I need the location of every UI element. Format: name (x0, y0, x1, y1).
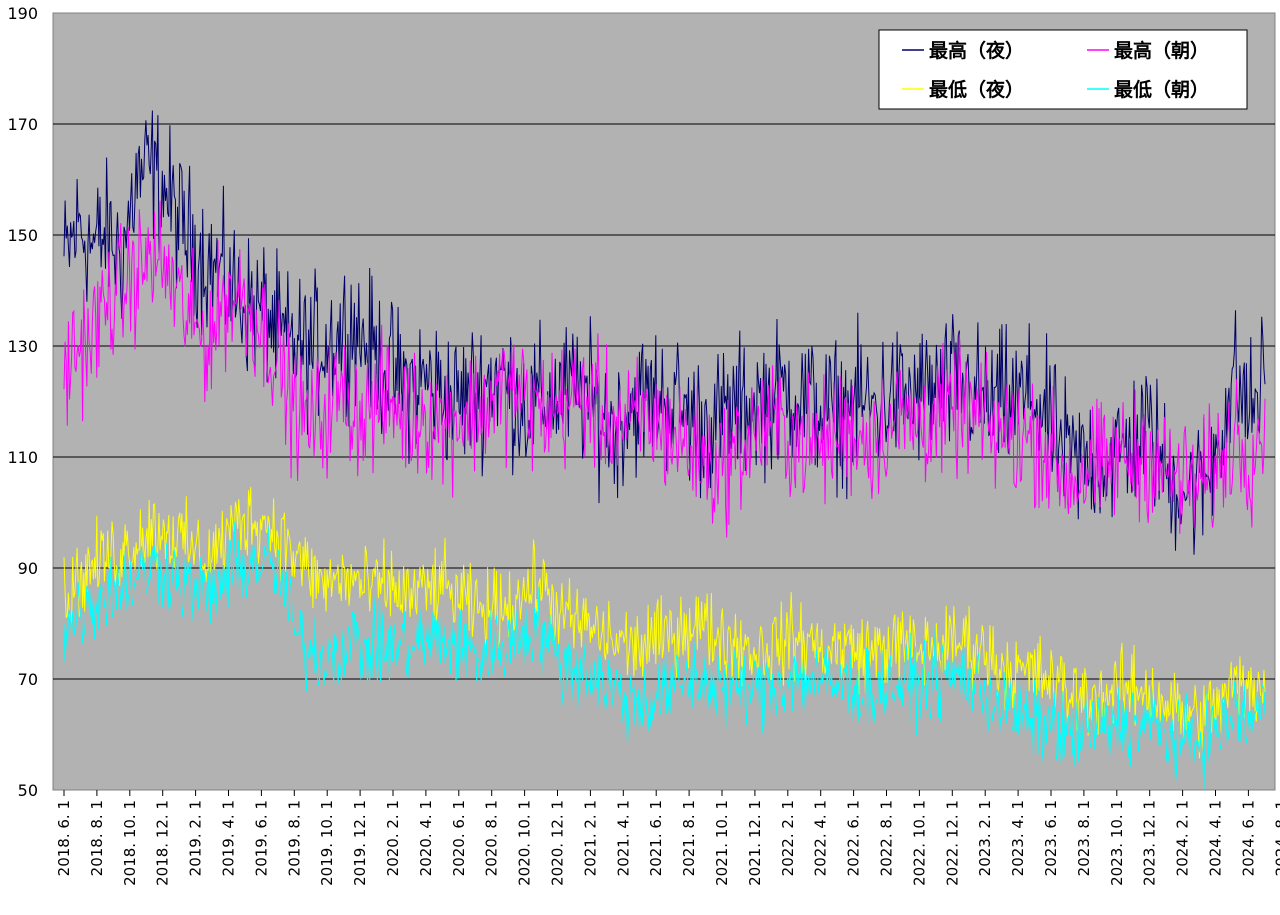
legend: 最高（夜） 最高（朝） 最低（夜） 最低（朝） (878, 29, 1248, 110)
x-tick-label: 2024. 8. 1 (1272, 800, 1280, 876)
legend-label: 最高（夜） (929, 39, 1024, 62)
x-tick-label: 2018. 8. 1 (88, 800, 106, 876)
x-tick-label: 2024. 4. 1 (1207, 800, 1225, 876)
y-tick-label: 130 (7, 337, 38, 356)
series-line (63, 486, 1266, 759)
x-tick-label: 2021. 12. 1 (746, 800, 764, 886)
x-tick-label: 2018. 6. 1 (55, 800, 73, 876)
x-tick-label: 2021. 10. 1 (713, 800, 731, 886)
x-tick-label: 2021. 8. 1 (680, 800, 698, 876)
x-tick-label: 2019. 2. 1 (187, 800, 205, 876)
x-tick-label: 2023. 8. 1 (1075, 800, 1093, 876)
x-tick-label: 2021. 6. 1 (647, 800, 665, 876)
x-tick-label: 2020. 4. 1 (417, 800, 435, 876)
x-tick-label: 2021. 4. 1 (614, 800, 632, 876)
x-tick-label: 2023. 4. 1 (1009, 800, 1027, 876)
series-line (63, 200, 1266, 538)
legend-box (878, 29, 1248, 110)
legend-label: 最低（朝） (1114, 78, 1209, 101)
series-lines (63, 110, 1266, 790)
x-axis: 2018. 6. 1 2018. 8. 1 2018. 10. 1 2018. 12.… (55, 790, 1280, 886)
x-tick-label: 2020. 6. 1 (450, 800, 468, 876)
series-line (63, 110, 1266, 555)
x-tick-label: 2022. 8. 1 (878, 800, 896, 876)
y-tick-label: 170 (7, 115, 38, 134)
x-tick-label: 2022. 4. 1 (812, 800, 830, 876)
legend-label: 最低（夜） (929, 78, 1024, 101)
x-tick-label: 2024. 6. 1 (1239, 800, 1257, 876)
x-tick-label: 2019. 4. 1 (220, 800, 238, 876)
x-tick-label: 2022. 2. 1 (779, 800, 797, 876)
x-tick-label: 2019. 8. 1 (285, 800, 303, 876)
x-tick-label: 2020. 12. 1 (549, 800, 567, 886)
x-tick-label: 2023. 6. 1 (1042, 800, 1060, 876)
x-tick-label: 2022. 6. 1 (845, 800, 863, 876)
y-tick-label: 70 (18, 670, 38, 689)
y-tick-label: 110 (7, 448, 38, 467)
x-tick-label: 2019. 10. 1 (318, 800, 336, 886)
x-tick-label: 2023. 10. 1 (1108, 800, 1126, 886)
x-tick-label: 2020. 10. 1 (516, 800, 534, 886)
x-tick-label: 2018. 10. 1 (121, 800, 139, 886)
x-tick-label: 2024. 2. 1 (1174, 800, 1192, 876)
x-tick-label: 2020. 8. 1 (483, 800, 501, 876)
x-tick-label: 2022. 12. 1 (943, 800, 961, 886)
legend-label: 最高（朝） (1114, 39, 1209, 62)
x-tick-label: 2020. 2. 1 (384, 800, 402, 876)
series-line (63, 521, 1266, 790)
y-tick-label: 190 (7, 4, 38, 23)
x-tick-label: 2023. 12. 1 (1141, 800, 1159, 886)
y-tick-label: 50 (18, 781, 38, 800)
x-tick-label: 2021. 2. 1 (581, 800, 599, 876)
x-tick-label: 2022. 10. 1 (910, 800, 928, 886)
x-tick-label: 2023. 2. 1 (976, 800, 994, 876)
x-tick-label: 2019. 12. 1 (351, 800, 369, 886)
x-tick-label: 2019. 6. 1 (252, 800, 270, 876)
y-tick-label: 150 (7, 226, 38, 245)
x-tick-label: 2018. 12. 1 (154, 800, 172, 886)
y-axis: 50 70 90 110 130 150 170 190 (7, 4, 38, 800)
y-tick-label: 90 (18, 559, 38, 578)
